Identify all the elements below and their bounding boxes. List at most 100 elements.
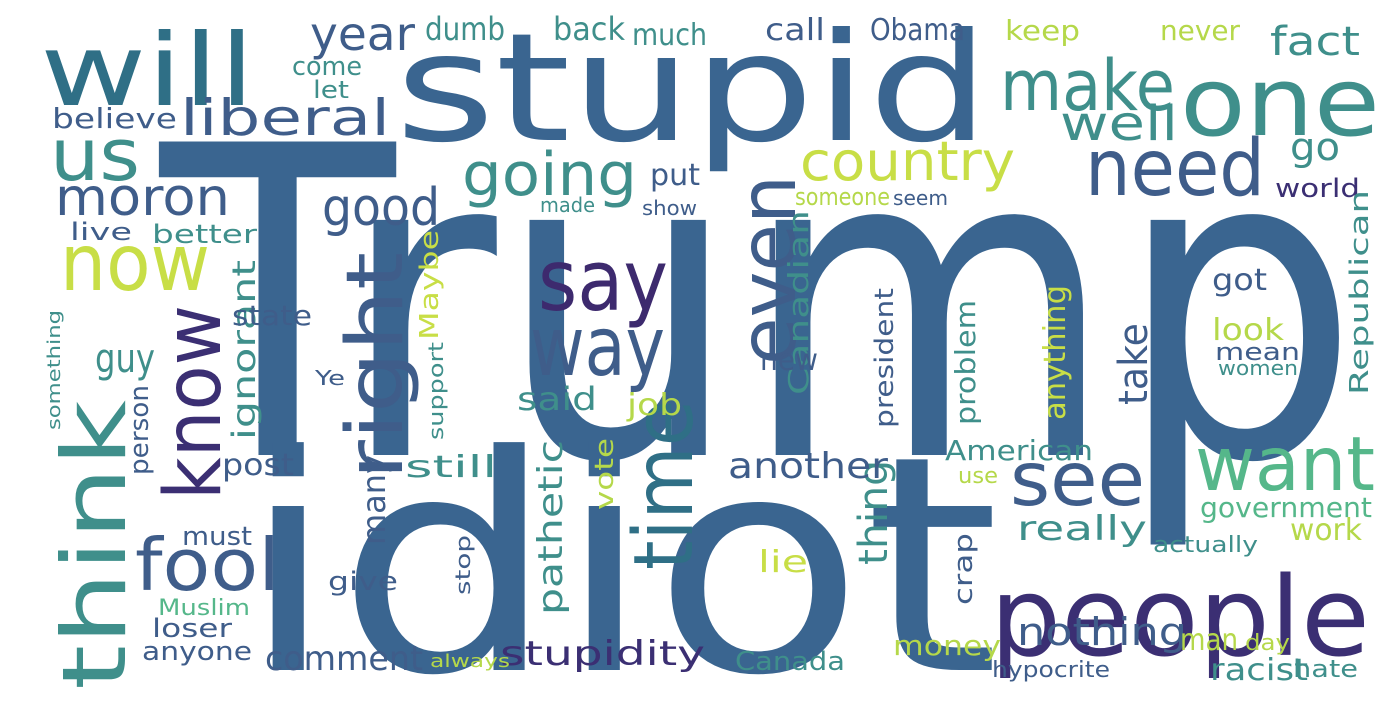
word-problem: problem: [949, 300, 982, 425]
word-seem: seem: [893, 186, 948, 210]
word-man: man: [1180, 623, 1238, 658]
word-new: new: [760, 343, 818, 378]
word-must: must: [182, 522, 252, 552]
word-much: much: [632, 18, 707, 53]
word-us: us: [50, 113, 140, 197]
word-actually: actually: [1153, 533, 1258, 558]
word-racist: racist: [1210, 653, 1308, 688]
word-job: job: [626, 388, 682, 423]
word-need: need: [1085, 124, 1265, 214]
word-give: give: [328, 567, 398, 597]
word-trump: Trump: [154, 57, 1360, 557]
word-liberal: liberal: [180, 89, 390, 147]
word-come: come: [292, 52, 362, 82]
word-see: see: [1010, 435, 1145, 523]
word-will: will: [40, 12, 255, 129]
word-better: better: [152, 220, 257, 250]
word-many: many: [355, 455, 393, 545]
word-work: work: [1290, 513, 1363, 548]
word-let: let: [313, 76, 349, 104]
word-women: women: [1218, 356, 1298, 380]
word-people: people: [990, 553, 1370, 681]
word-make: make: [1000, 45, 1175, 127]
word-another: another: [728, 446, 888, 487]
word-obama: Obama: [870, 13, 965, 48]
word-thing: thing: [851, 460, 897, 565]
word-well: well: [1060, 96, 1178, 152]
word-want: want: [1195, 420, 1375, 508]
word-ignorant: ignorant: [225, 260, 263, 440]
word-one: one: [1180, 48, 1380, 158]
word-made: made: [540, 193, 595, 217]
word-money: money: [893, 629, 1001, 662]
word-idiot: idiot: [240, 392, 1000, 717]
word-keep: keep: [1005, 14, 1080, 47]
word-fact: fact: [1270, 19, 1360, 65]
word-got: got: [1212, 263, 1267, 298]
word-moron: moron: [55, 168, 230, 228]
word-say: say: [538, 232, 668, 331]
word-maybe: Maybe: [415, 230, 445, 340]
word-pathetic: pathetic: [531, 440, 571, 615]
word-stop: stop: [451, 535, 475, 595]
word-something: something: [44, 310, 65, 430]
word-anything: anything: [1038, 285, 1073, 420]
word-back: back: [553, 10, 625, 48]
word-loser: loser: [152, 614, 232, 644]
word-live: live: [70, 218, 132, 246]
word-canadian: Canadian: [782, 210, 815, 395]
word-really: really: [1017, 509, 1147, 549]
word-anyone: anyone: [142, 637, 252, 667]
word-still: still: [405, 450, 497, 485]
word-even: even: [724, 175, 814, 365]
word-dumb: dumb: [425, 10, 505, 48]
word-world: world: [1275, 174, 1360, 204]
word-hate: hate: [1293, 655, 1358, 683]
word-american: American: [945, 434, 1093, 467]
word-year: year: [310, 7, 415, 61]
word-stupidity: stupidity: [500, 634, 705, 674]
word-going: going: [462, 140, 637, 210]
word-go: go: [1290, 125, 1340, 169]
word-state: state: [232, 299, 312, 332]
word-always: always: [430, 651, 510, 672]
word-government: government: [1200, 491, 1372, 524]
word-take: take: [1111, 323, 1157, 405]
word-stupid: stupid: [395, 2, 990, 176]
word-now: now: [60, 219, 210, 309]
word-ye: Ye: [314, 366, 345, 390]
word-put: put: [650, 158, 700, 193]
word-show: show: [642, 196, 697, 220]
word-day: day: [1245, 631, 1290, 656]
word-post: post: [222, 448, 294, 483]
word-good: good: [322, 178, 440, 238]
word-fool: fool: [135, 523, 280, 607]
word-support: support: [424, 342, 448, 440]
word-lie: lie: [758, 545, 808, 580]
word-guy: guy: [95, 336, 155, 382]
word-nothing: nothing: [1017, 610, 1187, 654]
word-person: person: [125, 385, 155, 475]
word-use: use: [958, 464, 998, 489]
word-canada: Canada: [735, 647, 845, 677]
word-someone: someone: [795, 183, 890, 211]
word-think: think: [43, 400, 146, 690]
word-know: know: [149, 305, 239, 500]
word-muslim: Muslim: [158, 596, 250, 621]
word-way: way: [530, 300, 665, 395]
word-hypocrite: hypocrite: [992, 658, 1110, 683]
word-believe: believe: [52, 102, 177, 135]
word-crap: crap: [949, 533, 979, 605]
word-comment: comment: [265, 639, 423, 679]
word-republican: Republican: [1345, 190, 1375, 395]
word-look: look: [1212, 313, 1285, 348]
word-time: time: [617, 400, 712, 570]
word-right: right: [331, 252, 421, 480]
word-call: call: [765, 13, 825, 48]
word-mean: mean: [1215, 338, 1300, 366]
word-never: never: [1160, 14, 1240, 47]
word-country: country: [800, 130, 1015, 193]
word-vote: vote: [590, 438, 620, 510]
word-said: said: [517, 380, 597, 418]
